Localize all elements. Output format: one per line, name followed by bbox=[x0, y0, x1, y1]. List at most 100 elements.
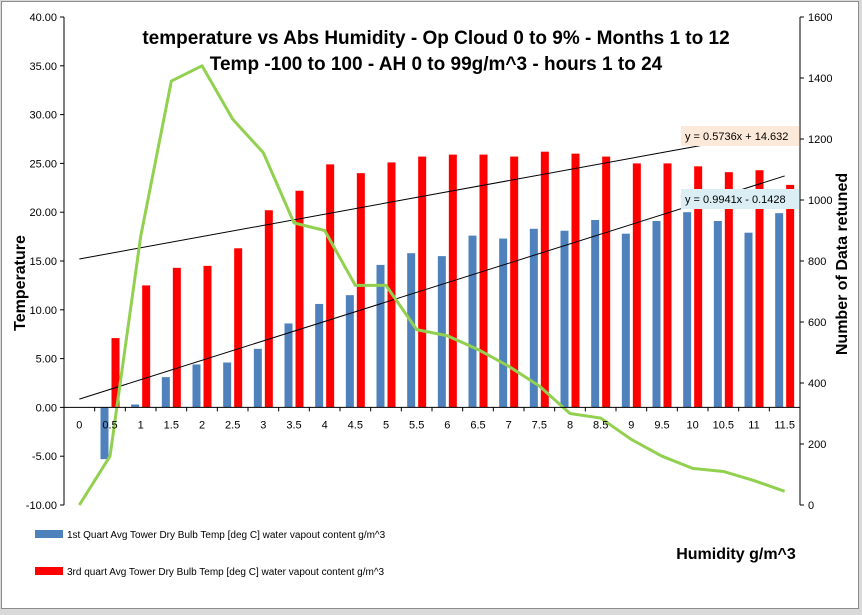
x-tick-label: 3.5 bbox=[286, 419, 301, 431]
legend-swatch-q1 bbox=[35, 530, 63, 538]
x-tick-label: 2.5 bbox=[225, 419, 240, 431]
x-tick-label: 9.5 bbox=[654, 419, 669, 431]
bar-q1 bbox=[253, 348, 262, 408]
y2-tick-label: 1200 bbox=[808, 134, 832, 146]
y2-tick-label: 1600 bbox=[808, 12, 832, 24]
bar-q1 bbox=[284, 323, 293, 408]
bar-q1 bbox=[407, 253, 416, 408]
bar-q1 bbox=[223, 362, 232, 408]
bar-q3 bbox=[510, 156, 519, 408]
x-tick-label: 1 bbox=[138, 419, 144, 431]
y2-tick-label: 1400 bbox=[808, 73, 832, 85]
bar-q3 bbox=[724, 172, 733, 408]
x-tick-label: 1.5 bbox=[164, 419, 179, 431]
bar-q1 bbox=[100, 407, 109, 460]
bar-q1 bbox=[713, 220, 722, 408]
bar-q3 bbox=[663, 163, 672, 408]
trendline-2 bbox=[79, 175, 785, 400]
x-tick-label: 5 bbox=[383, 419, 389, 431]
x-tick-label: 0 bbox=[76, 419, 82, 431]
y-tick-label: 40.00 bbox=[29, 12, 57, 24]
bar-q1 bbox=[468, 235, 477, 408]
bar-q3 bbox=[602, 156, 611, 408]
trendline-label-1-box bbox=[681, 126, 799, 146]
x-tick-label: 2 bbox=[199, 419, 205, 431]
x-tick-label: 5.5 bbox=[409, 419, 424, 431]
bar-q1 bbox=[591, 220, 600, 408]
y-tick-label: -10.00 bbox=[26, 500, 57, 512]
y2-tick-label: 200 bbox=[808, 439, 826, 451]
bar-q1 bbox=[621, 233, 630, 408]
bar-q3 bbox=[203, 265, 212, 408]
trendline-label-1-text: y = 0.5736x + 14.632 bbox=[685, 131, 788, 143]
count-line bbox=[78, 64, 786, 506]
bar-q1 bbox=[161, 377, 170, 408]
bar-q1 bbox=[744, 232, 753, 408]
bar-q3 bbox=[786, 184, 795, 408]
bar-q3 bbox=[632, 163, 641, 408]
bar-q1 bbox=[683, 212, 692, 408]
trendlines bbox=[79, 129, 785, 400]
x-tick-label: 10.5 bbox=[713, 419, 734, 431]
bar-q1 bbox=[131, 404, 140, 408]
count-line-group bbox=[78, 64, 786, 506]
bar-q3 bbox=[387, 162, 396, 408]
bar-q3 bbox=[479, 154, 488, 408]
trendline-label-2: y = 0.9941x - 0.1428 bbox=[681, 189, 799, 209]
y2-tick-label: 400 bbox=[808, 378, 826, 390]
x-tick-label: 4.5 bbox=[348, 419, 363, 431]
y-tick-label: 30.00 bbox=[29, 110, 57, 122]
y2-tick-label: 800 bbox=[808, 256, 826, 268]
y-tick-label: 15.00 bbox=[29, 256, 57, 268]
y-tick-label: 10.00 bbox=[29, 305, 57, 317]
y-tick-label: 0.00 bbox=[36, 402, 57, 414]
legend-item-q1: 1st Quart Avg Tower Dry Bulb Temp [deg C… bbox=[35, 530, 386, 541]
y-tick-label: 5.00 bbox=[36, 354, 57, 366]
bar-q3 bbox=[755, 170, 764, 408]
legend-label-q3: 3rd quart Avg Tower Dry Bulb Temp [deg C… bbox=[67, 567, 385, 578]
bar-q3 bbox=[142, 285, 151, 408]
bar-q3 bbox=[571, 153, 580, 408]
legend-label-q1: 1st Quart Avg Tower Dry Bulb Temp [deg C… bbox=[67, 530, 386, 541]
plot-area bbox=[64, 17, 800, 505]
y-tick-label: 20.00 bbox=[29, 207, 57, 219]
y2-tick-label: 600 bbox=[808, 317, 826, 329]
bar-q3 bbox=[172, 267, 181, 408]
y-tick-label: -5.00 bbox=[32, 451, 57, 463]
x-tick-label: 7 bbox=[506, 419, 512, 431]
bar-q3 bbox=[234, 248, 243, 408]
bar-q1 bbox=[437, 256, 446, 408]
x-tick-label: 4 bbox=[322, 419, 328, 431]
x-tick-label: 6 bbox=[444, 419, 450, 431]
bar-q3 bbox=[694, 166, 703, 408]
trendline-label-2-box bbox=[681, 189, 799, 209]
y2-tick-label: 0 bbox=[808, 500, 814, 512]
bar-q1 bbox=[499, 238, 508, 408]
y-axis-title: Temperature bbox=[12, 235, 29, 331]
bar-q3 bbox=[540, 151, 549, 408]
x-tick-label: 6.5 bbox=[470, 419, 485, 431]
x-tick-label: 3 bbox=[260, 419, 266, 431]
x-tick-label: 8.5 bbox=[593, 419, 608, 431]
trendline-label-1: y = 0.5736x + 14.632 bbox=[681, 126, 799, 146]
legend: 1st Quart Avg Tower Dry Bulb Temp [deg C… bbox=[35, 530, 386, 578]
x-tick-label: 11.5 bbox=[774, 419, 795, 431]
legend-swatch-q3 bbox=[35, 567, 63, 575]
bar-q3 bbox=[295, 190, 304, 408]
trendline-1 bbox=[79, 129, 785, 260]
y2-axis-title: Number of Data retuned bbox=[834, 173, 851, 355]
x-tick-label: 0.5 bbox=[102, 419, 117, 431]
bar-q3 bbox=[264, 210, 273, 408]
x-axis-title: Humidity g/m^3 bbox=[676, 546, 796, 563]
x-tick-label: 7.5 bbox=[532, 419, 547, 431]
chart-title-line1: temperature vs Abs Humidity - Op Cloud 0… bbox=[142, 28, 729, 49]
chart-title-line2: Temp -100 to 100 - AH 0 to 99g/m^3 - hou… bbox=[210, 54, 663, 75]
x-tick-label: 10 bbox=[687, 419, 699, 431]
bar-q1 bbox=[192, 364, 201, 408]
bar-q1 bbox=[529, 228, 538, 408]
y-tick-label: 35.00 bbox=[29, 61, 57, 73]
bar-q3 bbox=[111, 338, 120, 408]
bar-q1 bbox=[652, 220, 661, 408]
